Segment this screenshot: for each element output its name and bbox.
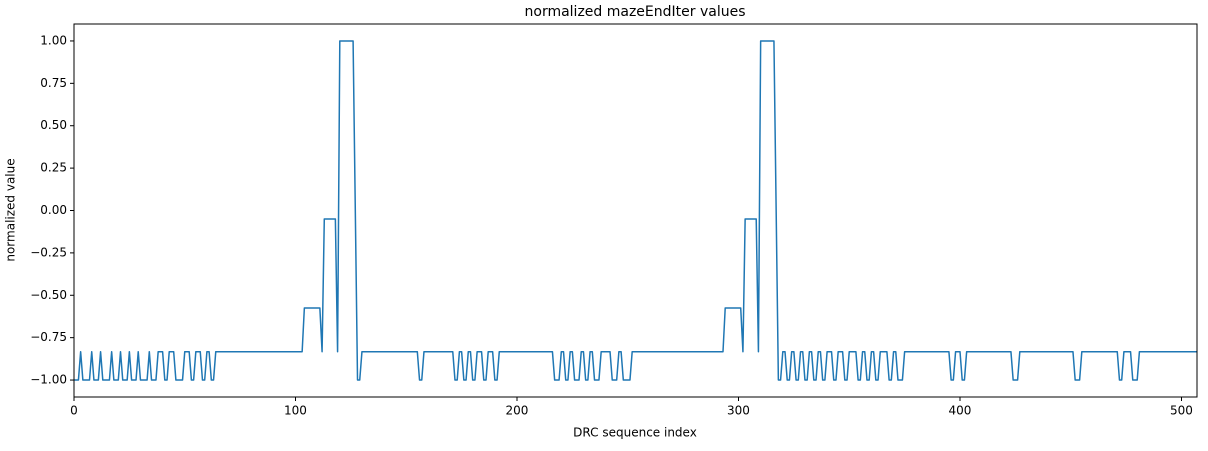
- data-line: [74, 40, 1197, 381]
- y-tick-label: 0.50: [40, 118, 67, 132]
- x-tick-label: 500: [1170, 404, 1193, 418]
- y-tick-label: −0.50: [30, 288, 67, 302]
- y-tick-label: 0.25: [40, 161, 67, 175]
- x-tick-label: 300: [727, 404, 750, 418]
- chart-title: normalized mazeEndIter values: [525, 4, 746, 20]
- x-tick-label: 400: [949, 404, 972, 418]
- y-axis-label: normalized value: [4, 158, 18, 261]
- x-tick-label: 100: [284, 404, 307, 418]
- y-tick-label: 0.00: [40, 203, 67, 217]
- plot-frame: [73, 23, 1198, 398]
- y-tick-label: 1.00: [40, 33, 67, 47]
- y-tick-label: 0.75: [40, 76, 67, 90]
- y-tick-label: −0.75: [30, 330, 67, 344]
- x-tick-label: 200: [506, 404, 529, 418]
- y-tick-label: −1.00: [30, 373, 67, 387]
- x-tick-label: 0: [70, 404, 78, 418]
- x-axis-label: DRC sequence index: [573, 426, 697, 440]
- y-tick-label: −0.25: [30, 245, 67, 259]
